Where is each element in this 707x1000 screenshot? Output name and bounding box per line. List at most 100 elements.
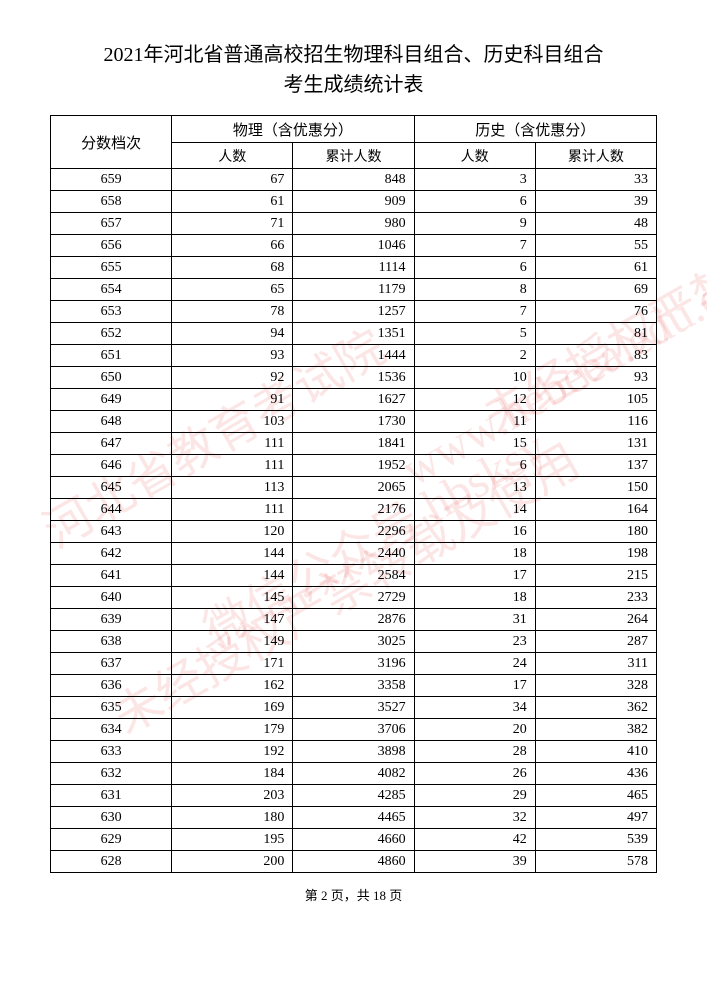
header-score-level: 分数档次 xyxy=(51,116,172,169)
page-title: 2021年河北省普通高校招生物理科目组合、历史科目组合 考生成绩统计表 xyxy=(50,40,657,100)
cell-score: 647 xyxy=(51,433,172,455)
cell-score: 650 xyxy=(51,367,172,389)
table-row: 65771980948 xyxy=(51,213,657,235)
cell-score: 642 xyxy=(51,543,172,565)
cell-physics-cumulative: 1730 xyxy=(293,411,414,433)
cell-history-cumulative: 137 xyxy=(535,455,656,477)
header-history-count: 人数 xyxy=(414,143,535,169)
cell-history-cumulative: 76 xyxy=(535,301,656,323)
cell-score: 631 xyxy=(51,785,172,807)
cell-physics-cumulative: 2065 xyxy=(293,477,414,499)
table-row: 654651179869 xyxy=(51,279,657,301)
cell-score: 637 xyxy=(51,653,172,675)
header-physics-count: 人数 xyxy=(172,143,293,169)
table-row: 652941351581 xyxy=(51,323,657,345)
cell-physics-cumulative: 1046 xyxy=(293,235,414,257)
cell-physics-count: 184 xyxy=(172,763,293,785)
header-physics: 物理（含优惠分） xyxy=(172,116,414,143)
cell-score: 630 xyxy=(51,807,172,829)
cell-physics-count: 71 xyxy=(172,213,293,235)
cell-physics-cumulative: 1351 xyxy=(293,323,414,345)
cell-physics-count: 195 xyxy=(172,829,293,851)
table-row: 656661046755 xyxy=(51,235,657,257)
table-row: 632184408226436 xyxy=(51,763,657,785)
cell-history-count: 11 xyxy=(414,411,535,433)
table-row: 653781257776 xyxy=(51,301,657,323)
cell-history-cumulative: 164 xyxy=(535,499,656,521)
cell-history-cumulative: 180 xyxy=(535,521,656,543)
cell-physics-cumulative: 4082 xyxy=(293,763,414,785)
cell-history-cumulative: 69 xyxy=(535,279,656,301)
table-row: 6509215361093 xyxy=(51,367,657,389)
cell-history-count: 26 xyxy=(414,763,535,785)
cell-physics-count: 145 xyxy=(172,587,293,609)
cell-history-count: 16 xyxy=(414,521,535,543)
cell-history-count: 7 xyxy=(414,301,535,323)
cell-history-count: 34 xyxy=(414,697,535,719)
table-row: 629195466042539 xyxy=(51,829,657,851)
cell-score: 635 xyxy=(51,697,172,719)
cell-physics-cumulative: 4285 xyxy=(293,785,414,807)
cell-score: 639 xyxy=(51,609,172,631)
cell-physics-count: 162 xyxy=(172,675,293,697)
cell-physics-count: 61 xyxy=(172,191,293,213)
cell-score: 640 xyxy=(51,587,172,609)
cell-score: 658 xyxy=(51,191,172,213)
cell-physics-cumulative: 4660 xyxy=(293,829,414,851)
cell-physics-cumulative: 909 xyxy=(293,191,414,213)
cell-history-count: 2 xyxy=(414,345,535,367)
cell-physics-count: 92 xyxy=(172,367,293,389)
cell-physics-cumulative: 2296 xyxy=(293,521,414,543)
cell-physics-count: 68 xyxy=(172,257,293,279)
cell-history-cumulative: 362 xyxy=(535,697,656,719)
header-history: 历史（含优惠分） xyxy=(414,116,656,143)
cell-score: 641 xyxy=(51,565,172,587)
cell-history-count: 14 xyxy=(414,499,535,521)
cell-history-cumulative: 83 xyxy=(535,345,656,367)
table-row: 644111217614164 xyxy=(51,499,657,521)
cell-score: 633 xyxy=(51,741,172,763)
cell-score: 638 xyxy=(51,631,172,653)
cell-history-cumulative: 264 xyxy=(535,609,656,631)
cell-history-count: 12 xyxy=(414,389,535,411)
cell-score: 648 xyxy=(51,411,172,433)
cell-physics-cumulative: 2729 xyxy=(293,587,414,609)
cell-history-count: 7 xyxy=(414,235,535,257)
cell-history-count: 32 xyxy=(414,807,535,829)
table-row: 637171319624311 xyxy=(51,653,657,675)
cell-score: 657 xyxy=(51,213,172,235)
table-row: 634179370620382 xyxy=(51,719,657,741)
cell-score: 652 xyxy=(51,323,172,345)
cell-score: 649 xyxy=(51,389,172,411)
cell-physics-count: 103 xyxy=(172,411,293,433)
cell-physics-cumulative: 1179 xyxy=(293,279,414,301)
table-row: 642144244018198 xyxy=(51,543,657,565)
cell-physics-count: 179 xyxy=(172,719,293,741)
cell-history-count: 8 xyxy=(414,279,535,301)
cell-history-cumulative: 93 xyxy=(535,367,656,389)
cell-history-count: 28 xyxy=(414,741,535,763)
cell-history-count: 39 xyxy=(414,851,535,873)
cell-score: 644 xyxy=(51,499,172,521)
cell-history-cumulative: 39 xyxy=(535,191,656,213)
cell-physics-count: 180 xyxy=(172,807,293,829)
cell-history-count: 17 xyxy=(414,675,535,697)
cell-physics-count: 149 xyxy=(172,631,293,653)
cell-physics-cumulative: 1444 xyxy=(293,345,414,367)
cell-physics-cumulative: 2176 xyxy=(293,499,414,521)
table-row: 628200486039578 xyxy=(51,851,657,873)
table-row: 648103173011116 xyxy=(51,411,657,433)
cell-physics-count: 65 xyxy=(172,279,293,301)
cell-physics-cumulative: 1627 xyxy=(293,389,414,411)
cell-history-cumulative: 465 xyxy=(535,785,656,807)
cell-history-cumulative: 436 xyxy=(535,763,656,785)
table-row: 635169352734362 xyxy=(51,697,657,719)
cell-physics-cumulative: 3196 xyxy=(293,653,414,675)
cell-score: 645 xyxy=(51,477,172,499)
cell-physics-cumulative: 3527 xyxy=(293,697,414,719)
cell-physics-count: 113 xyxy=(172,477,293,499)
cell-history-cumulative: 198 xyxy=(535,543,656,565)
cell-physics-cumulative: 848 xyxy=(293,169,414,191)
cell-physics-count: 111 xyxy=(172,455,293,477)
cell-history-cumulative: 215 xyxy=(535,565,656,587)
